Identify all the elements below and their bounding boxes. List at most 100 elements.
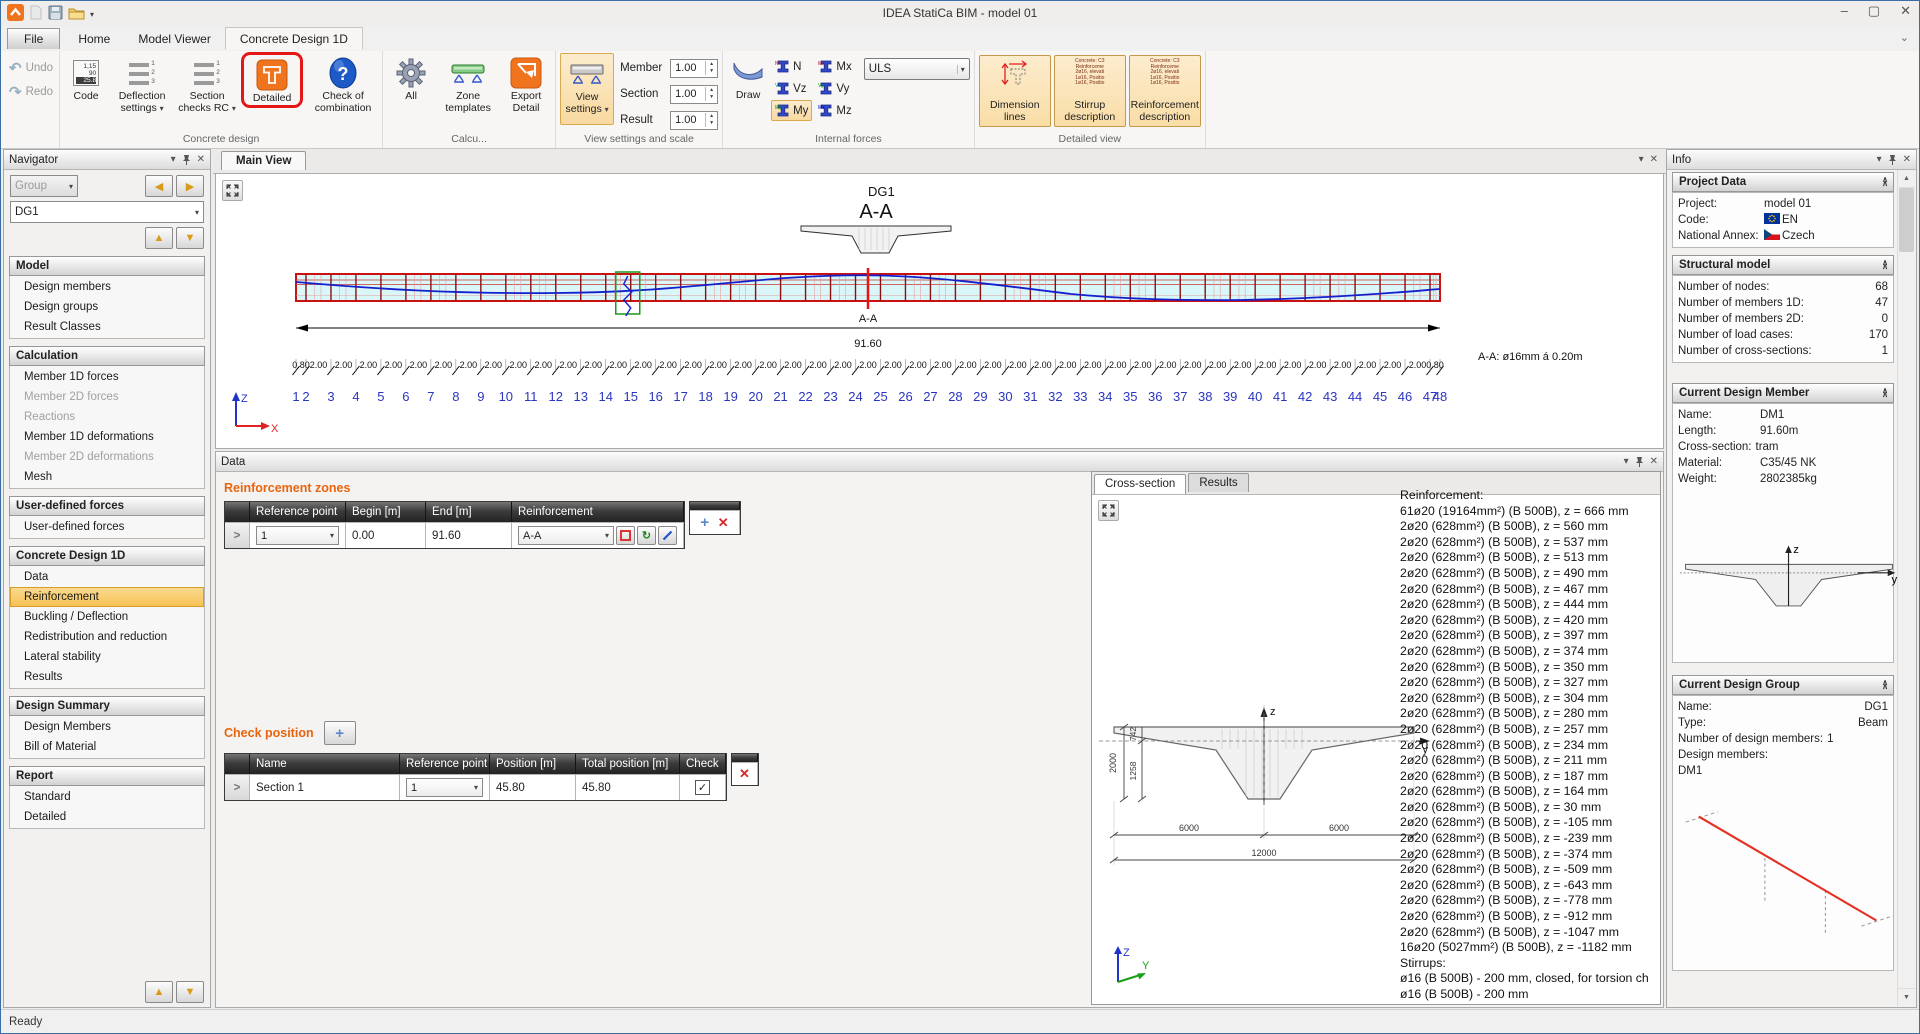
nav-item-redistribution-and-reduction[interactable]: Redistribution and reduction bbox=[10, 627, 204, 647]
undo-button[interactable]: ↶Undo bbox=[9, 59, 53, 77]
spinner-arrows-icon[interactable]: ▲▼ bbox=[705, 87, 717, 101]
main-view-tab[interactable]: Main View bbox=[221, 151, 306, 170]
nav-item-design-members[interactable]: Design members bbox=[10, 277, 204, 297]
nav-item-data[interactable]: Data bbox=[10, 567, 204, 587]
force-toggle-vz[interactable]: VzVz bbox=[771, 78, 812, 99]
nav-item-reinforcement[interactable]: Reinforcement bbox=[10, 587, 204, 607]
scroll-up-icon[interactable]: ▲ bbox=[1898, 170, 1915, 188]
panel-menu-icon[interactable]: ▾ bbox=[1624, 456, 1629, 467]
pin-icon[interactable] bbox=[182, 154, 191, 165]
nav-item-lateral-stability[interactable]: Lateral stability bbox=[10, 647, 204, 667]
minimize-button[interactable]: – bbox=[1841, 3, 1848, 19]
nav-section-calculation[interactable]: Calculation bbox=[9, 346, 205, 366]
ribbon-collapse-icon[interactable]: ⌄ bbox=[1900, 31, 1909, 44]
collapse-icon[interactable]: ∧∧ bbox=[1882, 389, 1887, 397]
force-toggle-mx[interactable]: MxMx bbox=[814, 56, 855, 77]
position-cell[interactable]: 45.80 bbox=[490, 774, 576, 800]
panel-menu-icon[interactable]: ▾ bbox=[171, 154, 176, 165]
end-cell[interactable]: 91.60 bbox=[426, 522, 512, 548]
view-settings-button[interactable]: View settings ▾ bbox=[560, 53, 614, 125]
current-design-member-header[interactable]: Current Design Member∧∧ bbox=[1672, 383, 1894, 403]
collapse-icon[interactable]: ∧∧ bbox=[1882, 261, 1887, 269]
design-group-select[interactable]: DG1▾ bbox=[10, 201, 204, 223]
reinforcement-select[interactable]: A-A▾ bbox=[518, 526, 614, 545]
navigator-up-button[interactable]: ▲ bbox=[145, 981, 173, 1003]
current-design-group-header[interactable]: Current Design Group∧∧ bbox=[1672, 675, 1894, 695]
nav-item-design-members[interactable]: Design Members bbox=[10, 717, 204, 737]
nav-section-user-defined-forces[interactable]: User-defined forces bbox=[9, 496, 205, 516]
nav-item-result-classes[interactable]: Result Classes bbox=[10, 317, 204, 337]
nav-section-design-summary[interactable]: Design Summary bbox=[9, 696, 205, 716]
previous-group-button[interactable]: ◀ bbox=[145, 175, 173, 197]
export-detail-button[interactable]: Export Detail bbox=[501, 53, 551, 115]
fit-view-button[interactable] bbox=[222, 180, 243, 201]
reinforcement-description-button[interactable]: Concrete: C3Reinforceme2ø16, elevati1ø16… bbox=[1129, 55, 1201, 127]
scrollbar-thumb[interactable] bbox=[1899, 188, 1914, 252]
collapse-icon[interactable]: ∧∧ bbox=[1882, 178, 1887, 186]
delete-zone-button[interactable]: ✕ bbox=[718, 515, 729, 531]
name-cell[interactable]: Section 1 bbox=[250, 774, 400, 800]
spinner-arrows-icon[interactable]: ▲▼ bbox=[705, 61, 717, 75]
tab-file[interactable]: File bbox=[7, 28, 60, 49]
nav-item-member-1d-deformations[interactable]: Member 1D deformations bbox=[10, 427, 204, 447]
row-selector[interactable]: > bbox=[225, 774, 250, 800]
zone-templates-button[interactable]: Zone templates bbox=[437, 53, 499, 115]
section-checks-rc-button[interactable]: 1 2 3 Section checks RC ▾ bbox=[176, 53, 238, 116]
close-button[interactable]: ✕ bbox=[1900, 3, 1911, 19]
collapse-all-button[interactable]: ▲ bbox=[145, 227, 173, 249]
collapse-icon[interactable]: ∧∧ bbox=[1882, 681, 1887, 689]
nav-item-member-1d-forces[interactable]: Member 1D forces bbox=[10, 367, 204, 387]
tab-concrete-design-1d[interactable]: Concrete Design 1D bbox=[225, 27, 363, 50]
fit-view-button[interactable] bbox=[1098, 500, 1119, 521]
close-panel-icon[interactable]: ✕ bbox=[1650, 456, 1658, 467]
nav-section-model[interactable]: Model bbox=[9, 256, 205, 276]
scroll-down-icon[interactable]: ▼ bbox=[1898, 988, 1915, 1006]
zone-edit-button[interactable] bbox=[658, 526, 677, 545]
scale-input-member[interactable]: 1.00▲▼ bbox=[670, 59, 718, 78]
nav-item-results[interactable]: Results bbox=[10, 667, 204, 687]
check-of-combination-button[interactable]: ? Check of combination bbox=[308, 53, 378, 115]
nav-item-buckling-deflection[interactable]: Buckling / Deflection bbox=[10, 607, 204, 627]
row-selector[interactable]: > bbox=[225, 522, 250, 548]
project-data-header[interactable]: Project Data∧∧ bbox=[1672, 172, 1894, 192]
force-toggle-mz[interactable]: MzMz bbox=[814, 100, 855, 121]
close-panel-icon[interactable]: ✕ bbox=[1650, 154, 1658, 165]
zone-copy-button[interactable] bbox=[616, 526, 635, 545]
nav-item-design-groups[interactable]: Design groups bbox=[10, 297, 204, 317]
redo-button[interactable]: ↷Redo bbox=[9, 83, 53, 101]
panel-menu-icon[interactable]: ▾ bbox=[1639, 154, 1644, 165]
close-panel-icon[interactable]: ✕ bbox=[1903, 154, 1911, 165]
nav-item-bill-of-material[interactable]: Bill of Material bbox=[10, 737, 204, 757]
draw-button[interactable]: Draw bbox=[727, 53, 769, 101]
stirrup-description-button[interactable]: Concrete: C3Reinforceme2ø16, elevati1ø16… bbox=[1054, 55, 1126, 127]
maximize-button[interactable]: ▢ bbox=[1868, 3, 1880, 19]
scale-input-result[interactable]: 1.00▲▼ bbox=[670, 111, 718, 130]
close-panel-icon[interactable]: ✕ bbox=[197, 154, 205, 165]
tab-model-viewer[interactable]: Model Viewer bbox=[124, 28, 224, 49]
main-view-canvas[interactable]: DG1A-AA-A91.600.802.002.002.002.002.002.… bbox=[215, 173, 1664, 449]
combination-select[interactable]: ULS ▾ bbox=[864, 58, 970, 80]
group-type-select[interactable]: Group▾ bbox=[10, 175, 78, 197]
structural-model-header[interactable]: Structural model∧∧ bbox=[1672, 255, 1894, 275]
delete-check-position-button[interactable]: ✕ bbox=[739, 766, 750, 782]
reference-point-select[interactable]: 1▾ bbox=[406, 778, 483, 797]
tab-cross-section[interactable]: Cross-section bbox=[1094, 474, 1186, 494]
begin-cell[interactable]: 0.00 bbox=[346, 522, 426, 548]
pin-icon[interactable] bbox=[1635, 456, 1644, 467]
pin-icon[interactable] bbox=[1888, 154, 1897, 165]
nav-section-report[interactable]: Report bbox=[9, 766, 205, 786]
nav-section-concrete-design-1d[interactable]: Concrete Design 1D bbox=[9, 546, 205, 566]
check-checkbox[interactable]: ✓ bbox=[695, 780, 710, 795]
code-button[interactable]: 1,159025.8 Code bbox=[64, 53, 108, 103]
navigator-down-button[interactable]: ▼ bbox=[176, 981, 204, 1003]
expand-all-button[interactable]: ▼ bbox=[176, 227, 204, 249]
nav-item-user-defined-forces[interactable]: User-defined forces bbox=[10, 517, 204, 537]
add-zone-button[interactable]: + bbox=[700, 514, 709, 531]
force-toggle-vy[interactable]: VyVy bbox=[814, 78, 855, 99]
scale-input-section[interactable]: 1.00▲▼ bbox=[670, 85, 718, 104]
nav-item-detailed[interactable]: Detailed bbox=[10, 807, 204, 827]
next-group-button[interactable]: ▶ bbox=[176, 175, 204, 197]
table-row[interactable]: >Section 11▾45.8045.80✓ bbox=[225, 774, 726, 800]
panel-menu-icon[interactable]: ▾ bbox=[1877, 154, 1882, 165]
force-toggle-my[interactable]: MyMy bbox=[771, 100, 812, 121]
